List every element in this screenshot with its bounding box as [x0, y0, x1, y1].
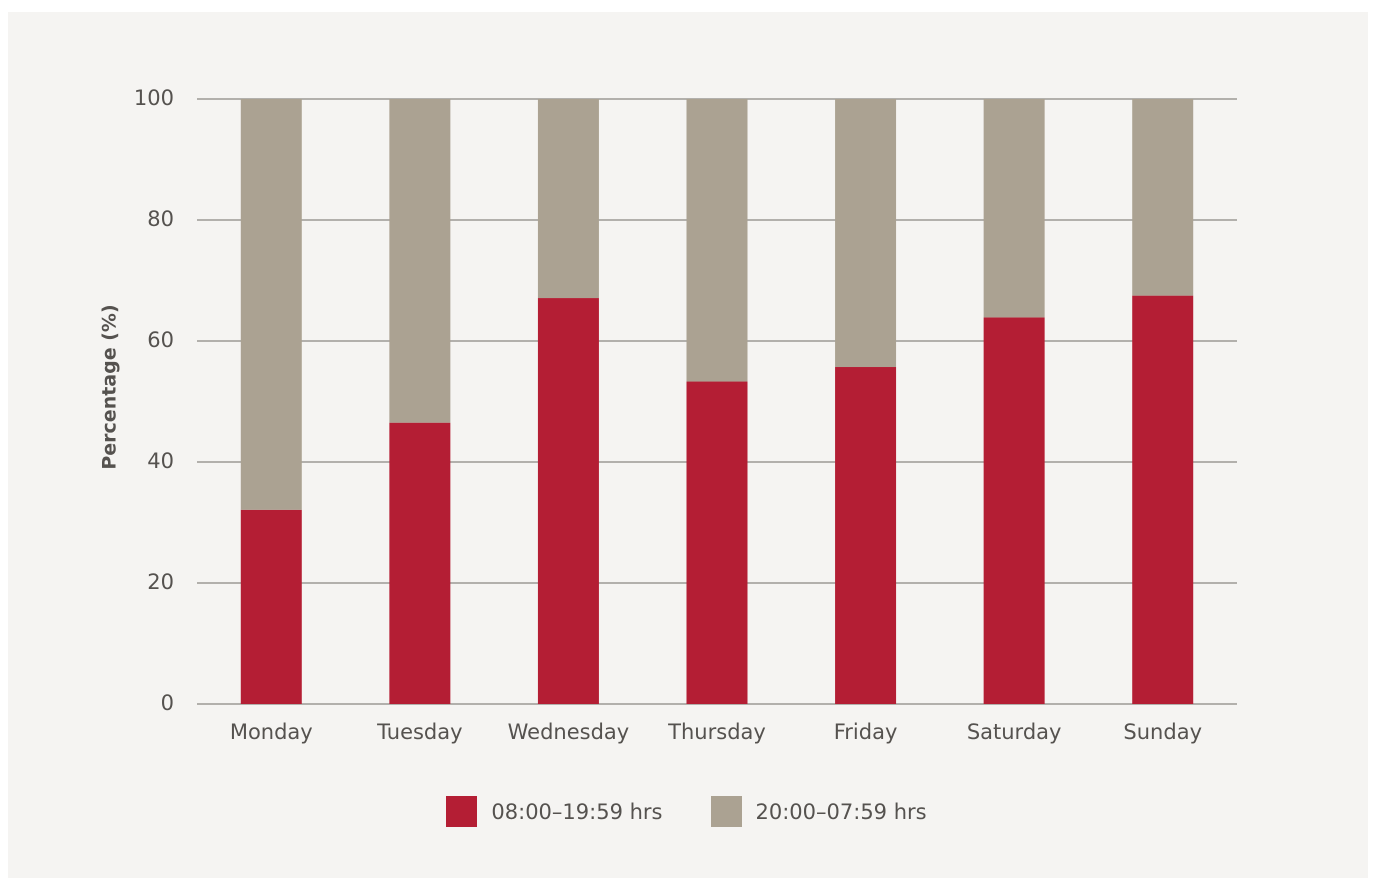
y-tick-label-100: 100 [134, 86, 174, 110]
y-tick-label-80: 80 [147, 207, 174, 231]
legend-item-daytime: 08:00–19:59 hrs [446, 796, 663, 827]
legend-swatch-nighttime [710, 796, 742, 827]
bar-monday-series-0 [240, 509, 302, 704]
bar-sunday-series-1 [1132, 99, 1194, 296]
legend-label-daytime: 08:00–19:59 hrs [491, 799, 663, 824]
bar-sunday-series-0 [1132, 295, 1194, 704]
y-axis-ticks: 0 20 40 60 80 100 [134, 86, 174, 715]
bar-monday-series-1 [240, 99, 302, 510]
bar-thursday-series-0 [686, 381, 748, 704]
bar-wednesday-series-0 [537, 298, 599, 704]
y-tick-label-0: 0 [161, 691, 174, 715]
bar-saturday-series-1 [983, 99, 1045, 318]
x-tick-label-friday: Friday [834, 720, 898, 744]
y-tick-label-40: 40 [147, 449, 174, 473]
y-axis-label: Percentage (%) [99, 304, 121, 469]
y-tick-label-20: 20 [147, 570, 174, 594]
x-tick-label-wednesday: Wednesday [508, 720, 630, 744]
bars [240, 99, 1194, 704]
bar-friday-series-1 [835, 99, 897, 368]
bar-tuesday-series-0 [389, 422, 451, 704]
bar-thursday-series-1 [686, 99, 748, 382]
y-tick-label-60: 60 [147, 328, 174, 352]
x-axis-ticks: Monday Tuesday Wednesday Thursday Friday Satu… [230, 720, 1202, 744]
legend-label-nighttime: 20:00–07:59 hrs [755, 799, 927, 824]
legend-swatch-daytime [446, 796, 478, 827]
x-tick-label-monday: Monday [230, 720, 313, 744]
bar-saturday-series-0 [983, 317, 1045, 704]
bar-wednesday-series-1 [537, 99, 599, 299]
x-tick-label-saturday: Saturday [967, 720, 1062, 744]
legend: 08:00–19:59 hrs 20:00–07:59 hrs [0, 796, 1373, 827]
bar-friday-series-0 [835, 367, 897, 704]
x-tick-label-tuesday: Tuesday [376, 720, 462, 744]
bar-tuesday-series-1 [389, 99, 451, 423]
legend-item-nighttime: 20:00–07:59 hrs [710, 796, 927, 827]
x-tick-label-sunday: Sunday [1123, 720, 1202, 744]
x-tick-label-thursday: Thursday [667, 720, 766, 744]
